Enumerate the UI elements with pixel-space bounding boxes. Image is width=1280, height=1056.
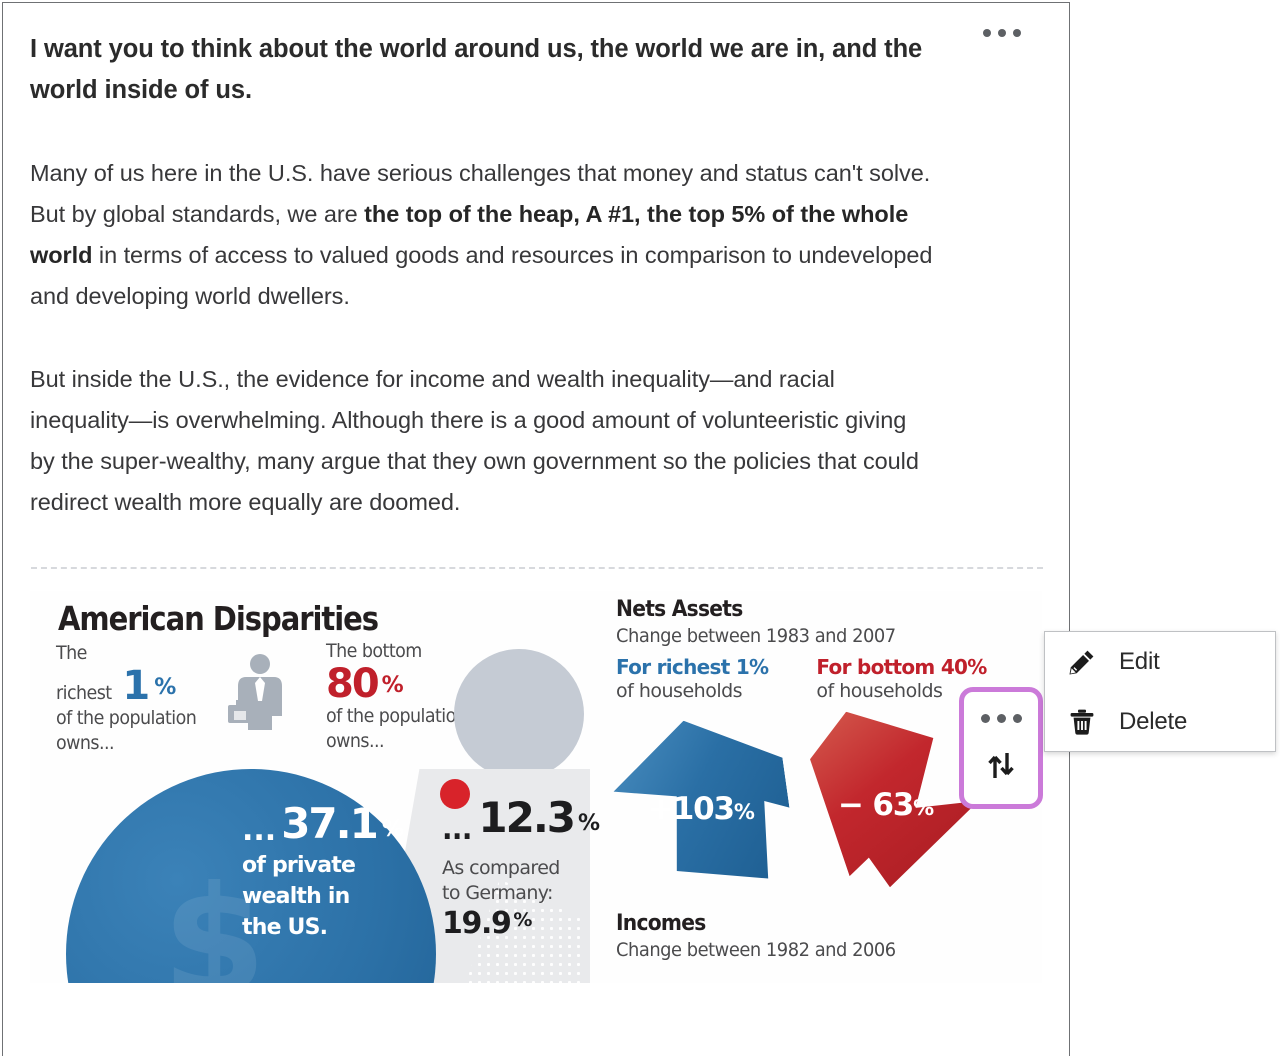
dot bbox=[996, 714, 1006, 724]
germany-value: 12.3 bbox=[478, 793, 576, 842]
net-assets-heading: Nets Assets bbox=[616, 597, 743, 622]
paragraph-1-part-1: Many of us here in the U.S. have serious… bbox=[30, 160, 931, 227]
column-title: For richest 1% bbox=[616, 655, 769, 679]
kebab-menu-icon[interactable] bbox=[980, 714, 1022, 724]
context-menu-item-edit[interactable]: Edit bbox=[1045, 632, 1275, 692]
net-assets-arrows: +103% − 63% bbox=[610, 709, 980, 889]
incomes-subheading: Change between 1982 and 2006 bbox=[616, 939, 896, 961]
up-arrow-unit: % bbox=[733, 800, 755, 824]
paragraph-1-part-2: in terms of access to valued goods and r… bbox=[30, 242, 933, 309]
down-arrow-unit: % bbox=[913, 796, 934, 820]
dot bbox=[983, 29, 991, 37]
net-assets-columns: For richest 1% of households For bottom … bbox=[616, 655, 987, 702]
pie-label: ... 37.1 % of private wealth in the US. bbox=[242, 799, 404, 941]
bottom-pre: The bottom bbox=[326, 640, 422, 662]
context-menu-label: Delete bbox=[1119, 708, 1188, 735]
bottom-post-1: of the population bbox=[326, 705, 467, 727]
net-assets-group: Nets Assets Change between 1983 and 2007 bbox=[616, 597, 914, 647]
germany-group: ... 12.3 % As compared to Germany: 19.9 … bbox=[442, 793, 600, 941]
red-dot-icon bbox=[440, 779, 470, 809]
paragraph-1: Many of us here in the U.S. have serious… bbox=[30, 153, 935, 317]
germany-compare-unit: % bbox=[513, 909, 532, 931]
paragraph-2: But inside the U.S., the evidence for in… bbox=[30, 366, 919, 515]
germany-compare-value: 19.9 bbox=[442, 906, 512, 941]
paragraph-1-bold: the top of the heap, A #1, the top 5% of… bbox=[30, 201, 909, 268]
pie-sub-3: the US. bbox=[242, 915, 328, 940]
incomes-group: Incomes Change between 1982 and 2006 bbox=[616, 911, 914, 961]
dot bbox=[998, 29, 1006, 37]
move-up-down-icon[interactable] bbox=[984, 748, 1018, 782]
richest-post-2: owns... bbox=[56, 732, 115, 754]
germany-compare-line-1: As compared bbox=[442, 857, 560, 879]
pie-unit: % bbox=[381, 817, 404, 842]
dot bbox=[1013, 29, 1021, 37]
kebab-menu-icon[interactable] bbox=[983, 29, 1021, 37]
richest-line2-pre: richest bbox=[56, 682, 112, 704]
richest-group: The richest 1 % of the population owns..… bbox=[56, 641, 256, 756]
block-context-menu[interactable]: Edit Delete bbox=[1044, 631, 1276, 752]
richest-value: 1 bbox=[122, 663, 150, 709]
richest-post-1: of the population bbox=[56, 707, 197, 729]
dot bbox=[980, 714, 990, 724]
bottom-group: The bottom 80 % of the population owns..… bbox=[326, 639, 536, 754]
infographic-title: American Disparities bbox=[58, 599, 379, 638]
context-menu-label: Edit bbox=[1119, 648, 1160, 675]
column-title: For bottom 40% bbox=[816, 655, 987, 679]
down-arrow-label: − 63% bbox=[838, 787, 934, 823]
context-menu-item-delete[interactable]: Delete bbox=[1045, 692, 1275, 752]
block-toolbar[interactable] bbox=[959, 687, 1043, 809]
bottom-value: 80 bbox=[326, 661, 380, 707]
pie-prefix: ... bbox=[242, 813, 277, 848]
dollar-sign-watermark: $ bbox=[162, 855, 267, 983]
pie-sub-1: of private bbox=[242, 853, 356, 878]
block-divider bbox=[31, 567, 1043, 569]
germany-unit: % bbox=[578, 811, 600, 836]
infographic-image: American Disparities The richest 1 % of … bbox=[30, 591, 1042, 983]
column-unit: of households bbox=[616, 680, 743, 702]
bottom-unit: % bbox=[381, 673, 404, 698]
pencil-icon bbox=[1067, 647, 1097, 677]
richest-unit: % bbox=[154, 675, 176, 700]
pie-sub-2: wealth in bbox=[242, 884, 350, 909]
net-assets-subheading: Change between 1983 and 2007 bbox=[616, 625, 896, 647]
wealth-pie-chart: $ ... 37.1 % of private wealth in the US… bbox=[66, 769, 436, 983]
content-block-card: I want you to think about the world arou… bbox=[2, 2, 1070, 1056]
up-arrow-value: +103 bbox=[648, 791, 735, 827]
businessman-icon bbox=[228, 654, 282, 730]
bottom-post-2: owns... bbox=[326, 730, 385, 752]
gray-circle-decoration bbox=[454, 649, 584, 779]
page-title: I want you to think about the world arou… bbox=[30, 35, 923, 104]
net-assets-column-richest: For richest 1% of households bbox=[616, 655, 769, 702]
trash-icon bbox=[1067, 707, 1097, 737]
germany-compare: As compared to Germany: 19.9 % bbox=[442, 856, 599, 941]
down-arrow-value: − 63 bbox=[838, 787, 914, 823]
pie-value: 37.1 bbox=[281, 799, 379, 848]
richest-pre: The bbox=[56, 642, 87, 664]
dot bbox=[1012, 714, 1022, 724]
up-arrow-label: +103% bbox=[648, 791, 755, 827]
germany-compare-line-2: to Germany: bbox=[442, 882, 553, 904]
net-assets-column-bottom: For bottom 40% of households bbox=[816, 655, 987, 702]
incomes-heading: Incomes bbox=[616, 911, 706, 936]
column-unit: of households bbox=[816, 680, 943, 702]
germany-prefix: ... bbox=[442, 812, 472, 847]
